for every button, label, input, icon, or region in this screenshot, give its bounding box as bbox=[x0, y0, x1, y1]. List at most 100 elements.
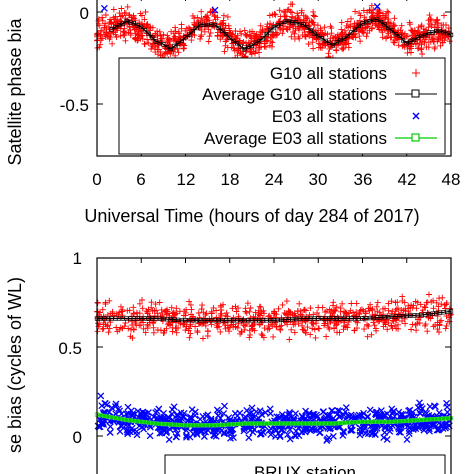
bottom-plus-point bbox=[128, 326, 134, 333]
bottom-plus-point bbox=[102, 314, 108, 321]
bottom-cross-point bbox=[221, 402, 228, 410]
top-plus-point bbox=[344, 18, 351, 25]
top-plus-point bbox=[431, 38, 438, 45]
bottom-plus-point bbox=[385, 307, 392, 314]
top-plus-point bbox=[296, 27, 302, 34]
top-average-point bbox=[187, 32, 192, 37]
top-average-point bbox=[249, 43, 255, 49]
bottom-plus-point bbox=[331, 325, 338, 332]
bottom-cross-point bbox=[348, 426, 356, 434]
top-average-point bbox=[175, 41, 181, 46]
top-plus-point bbox=[164, 39, 171, 46]
bottom-plus-point bbox=[285, 307, 292, 314]
bottom-plus-point bbox=[125, 325, 132, 332]
bottom-cross-point bbox=[257, 430, 265, 438]
bottom-cross-point bbox=[364, 413, 371, 421]
bottom-cross-point bbox=[380, 434, 388, 442]
bottom-plus-point bbox=[94, 308, 101, 315]
top-plus-point bbox=[399, 43, 406, 50]
bottom-plus-point bbox=[422, 321, 429, 328]
bottom-cross-point bbox=[377, 407, 385, 415]
top-plus-point bbox=[357, 38, 364, 45]
bottom-average-line-1 bbox=[94, 309, 454, 323]
top-plus-point bbox=[164, 38, 171, 44]
bottom-plus-point bbox=[340, 326, 347, 333]
bottom-plus-point bbox=[142, 329, 149, 336]
top-plus-point bbox=[322, 30, 329, 37]
bottom-cross-point bbox=[397, 428, 405, 436]
bottom-cross-point bbox=[165, 436, 173, 444]
bottom-plus-point bbox=[359, 306, 365, 313]
top-plus-point bbox=[288, 33, 295, 40]
bottom-cross-point bbox=[123, 426, 131, 434]
bottom-plus-point bbox=[99, 326, 106, 333]
bottom-plus-point bbox=[210, 304, 217, 311]
top-plus-point bbox=[310, 12, 317, 19]
bottom-plus-point bbox=[324, 320, 331, 327]
bottom-plus-point bbox=[442, 325, 449, 332]
bottom-plus-point bbox=[433, 299, 440, 306]
bottom-plus-point bbox=[203, 310, 210, 317]
bottom-plus-point bbox=[275, 305, 282, 312]
top-plus-point bbox=[157, 32, 164, 39]
top-plus-point bbox=[374, 23, 381, 29]
top-plus-point bbox=[252, 47, 259, 54]
bottom-plus-point bbox=[256, 303, 263, 310]
bottom-average-path bbox=[96, 413, 452, 427]
top-plus-point bbox=[155, 51, 161, 58]
legend-label-avg-e03: Average E03 all stations bbox=[204, 129, 387, 148]
bottom-plus-point bbox=[351, 327, 358, 334]
bottom-cross-point bbox=[390, 407, 398, 415]
bottom-cross-point bbox=[435, 425, 443, 433]
bottom-plus-point bbox=[218, 307, 225, 313]
top-plus-point bbox=[266, 12, 273, 19]
bottom-plus-point bbox=[164, 306, 170, 313]
bottom-cross-point bbox=[347, 427, 355, 434]
top-plus-point bbox=[117, 13, 124, 20]
bottom-plus-point bbox=[197, 320, 204, 327]
bottom-cross-point bbox=[261, 409, 269, 416]
bottom-plus-point bbox=[173, 329, 180, 336]
bottom-plus-point bbox=[300, 307, 307, 314]
top-xtick-label: 18 bbox=[221, 170, 240, 189]
top-plus-point bbox=[352, 8, 359, 15]
top-xtick-label: 48 bbox=[442, 170, 461, 189]
top-plus-point bbox=[321, 24, 328, 31]
bottom-plus-point bbox=[264, 326, 271, 333]
top-plus-point bbox=[294, 10, 301, 17]
bottom-plus-point bbox=[346, 310, 353, 317]
top-plus-point bbox=[172, 28, 179, 35]
bottom-plus-point bbox=[154, 327, 161, 333]
bottom-plus-point bbox=[443, 313, 450, 320]
bottom-plus-point bbox=[151, 307, 158, 314]
bottom-cross-point bbox=[230, 434, 237, 442]
bottom-plus-point bbox=[200, 309, 207, 316]
bottom-plus-point bbox=[419, 307, 426, 314]
top-plus-point bbox=[379, 34, 386, 41]
bottom-cross-point bbox=[371, 430, 379, 438]
top-plus-point bbox=[269, 32, 276, 39]
bottom-plus-point bbox=[388, 310, 395, 317]
bottom-cross-point bbox=[220, 410, 228, 418]
top-plus-point bbox=[148, 46, 155, 52]
top-plus-point bbox=[431, 45, 438, 52]
bottom-plus-point bbox=[102, 299, 109, 306]
top-plus-point bbox=[425, 44, 432, 51]
top-plus-point bbox=[406, 19, 413, 26]
bottom-plus-point bbox=[194, 329, 201, 336]
top-plus-point bbox=[266, 42, 273, 49]
bottom-plus-point bbox=[288, 326, 295, 333]
bottom-plus-point bbox=[367, 301, 374, 308]
bottom-cross-point bbox=[346, 412, 354, 420]
bottom-cross-point bbox=[366, 406, 374, 414]
bottom-plus-point bbox=[323, 333, 330, 340]
bottom-plus-point bbox=[299, 322, 305, 329]
bottom-plus-point bbox=[413, 327, 420, 334]
top-plus-point bbox=[198, 8, 205, 15]
bottom-plus-point bbox=[187, 301, 194, 308]
legend-label-station: BRUX station bbox=[254, 463, 356, 474]
top-plus-point bbox=[391, 22, 398, 29]
bottom-plus-point bbox=[405, 302, 412, 309]
top-plus-point bbox=[207, 29, 214, 36]
top-plus-point bbox=[325, 50, 332, 57]
